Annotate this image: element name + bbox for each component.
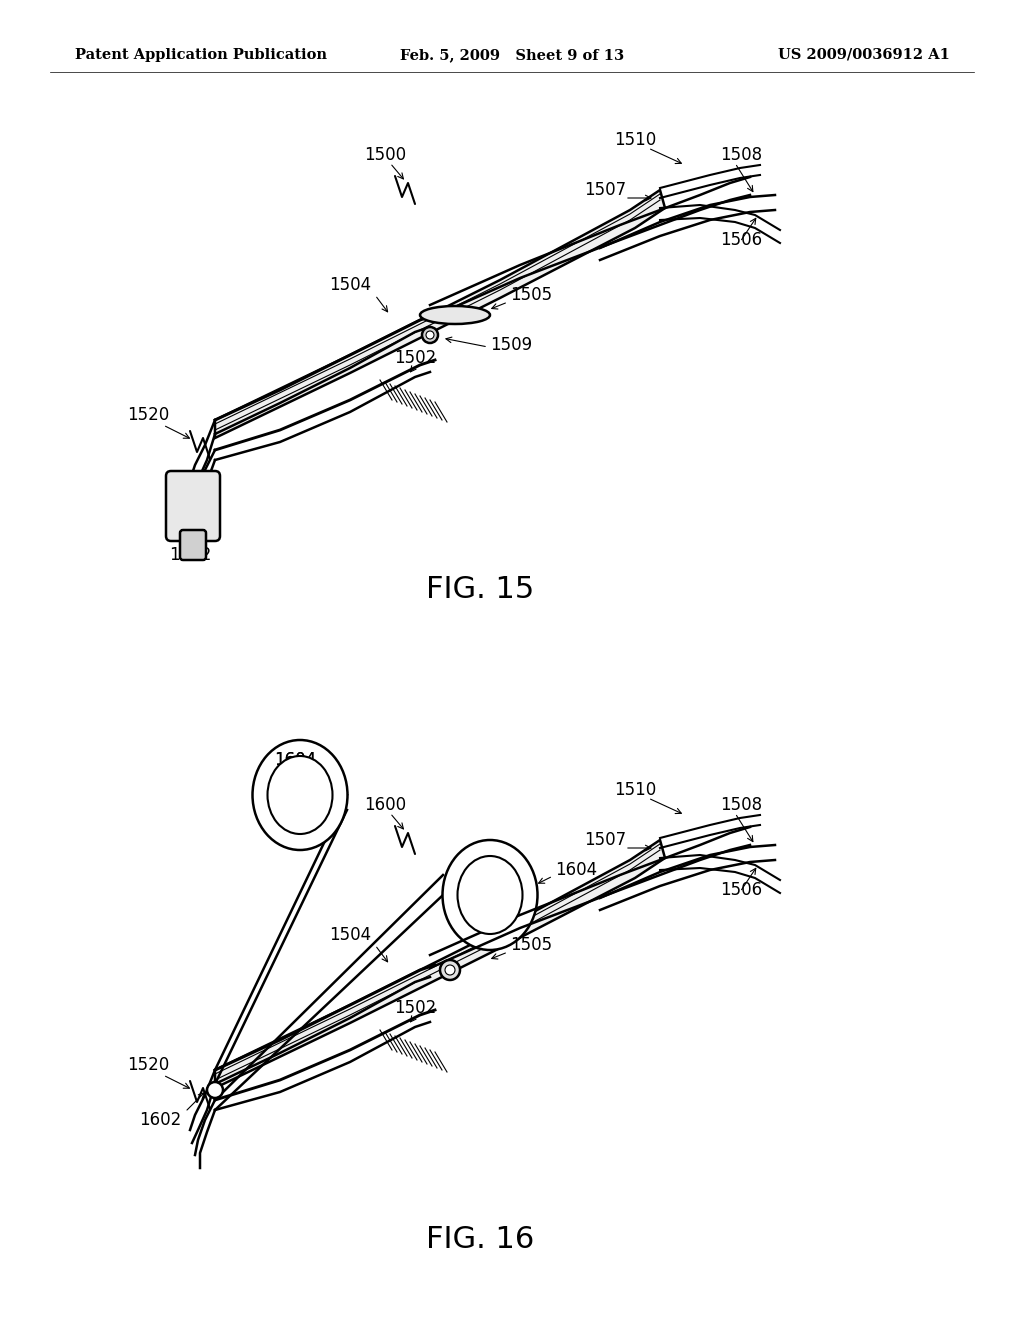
- Text: 1510: 1510: [613, 131, 656, 149]
- Text: 1506: 1506: [720, 880, 762, 899]
- Circle shape: [445, 965, 455, 975]
- Circle shape: [422, 327, 438, 343]
- Text: 1512: 1512: [169, 546, 211, 564]
- Circle shape: [440, 960, 460, 979]
- Ellipse shape: [458, 855, 522, 935]
- Text: Patent Application Publication: Patent Application Publication: [75, 48, 327, 62]
- Ellipse shape: [267, 756, 333, 834]
- Ellipse shape: [420, 306, 490, 323]
- Text: 1604: 1604: [274, 751, 316, 770]
- Text: 1604: 1604: [555, 861, 597, 879]
- Text: 1507: 1507: [584, 832, 626, 849]
- Text: 1505: 1505: [510, 286, 552, 304]
- Text: 1500: 1500: [364, 147, 407, 164]
- Ellipse shape: [442, 840, 538, 950]
- Polygon shape: [215, 840, 665, 1088]
- Text: 1509: 1509: [490, 337, 532, 354]
- FancyBboxPatch shape: [180, 531, 206, 560]
- Polygon shape: [215, 190, 665, 438]
- Text: 1508: 1508: [720, 147, 762, 164]
- FancyBboxPatch shape: [166, 471, 220, 541]
- Text: 1502: 1502: [394, 348, 436, 367]
- Text: FIG. 15: FIG. 15: [426, 576, 535, 605]
- Text: 1520: 1520: [127, 1056, 169, 1074]
- Text: 1508: 1508: [720, 796, 762, 814]
- Text: 1505: 1505: [510, 936, 552, 954]
- Text: US 2009/0036912 A1: US 2009/0036912 A1: [778, 48, 950, 62]
- Text: 1504: 1504: [329, 927, 371, 944]
- Ellipse shape: [253, 741, 347, 850]
- Text: 1600: 1600: [364, 796, 407, 814]
- Circle shape: [207, 1082, 223, 1098]
- Text: 1510: 1510: [613, 781, 656, 799]
- Text: 1502: 1502: [394, 999, 436, 1016]
- Text: 1520: 1520: [127, 407, 169, 424]
- Text: FIG. 16: FIG. 16: [426, 1225, 535, 1254]
- Text: 1504: 1504: [329, 276, 371, 294]
- Text: 1602: 1602: [139, 1111, 181, 1129]
- Text: Feb. 5, 2009   Sheet 9 of 13: Feb. 5, 2009 Sheet 9 of 13: [400, 48, 624, 62]
- Text: 1506: 1506: [720, 231, 762, 249]
- Text: 1507: 1507: [584, 181, 626, 199]
- Circle shape: [426, 331, 434, 339]
- Text: 1604: 1604: [274, 751, 316, 770]
